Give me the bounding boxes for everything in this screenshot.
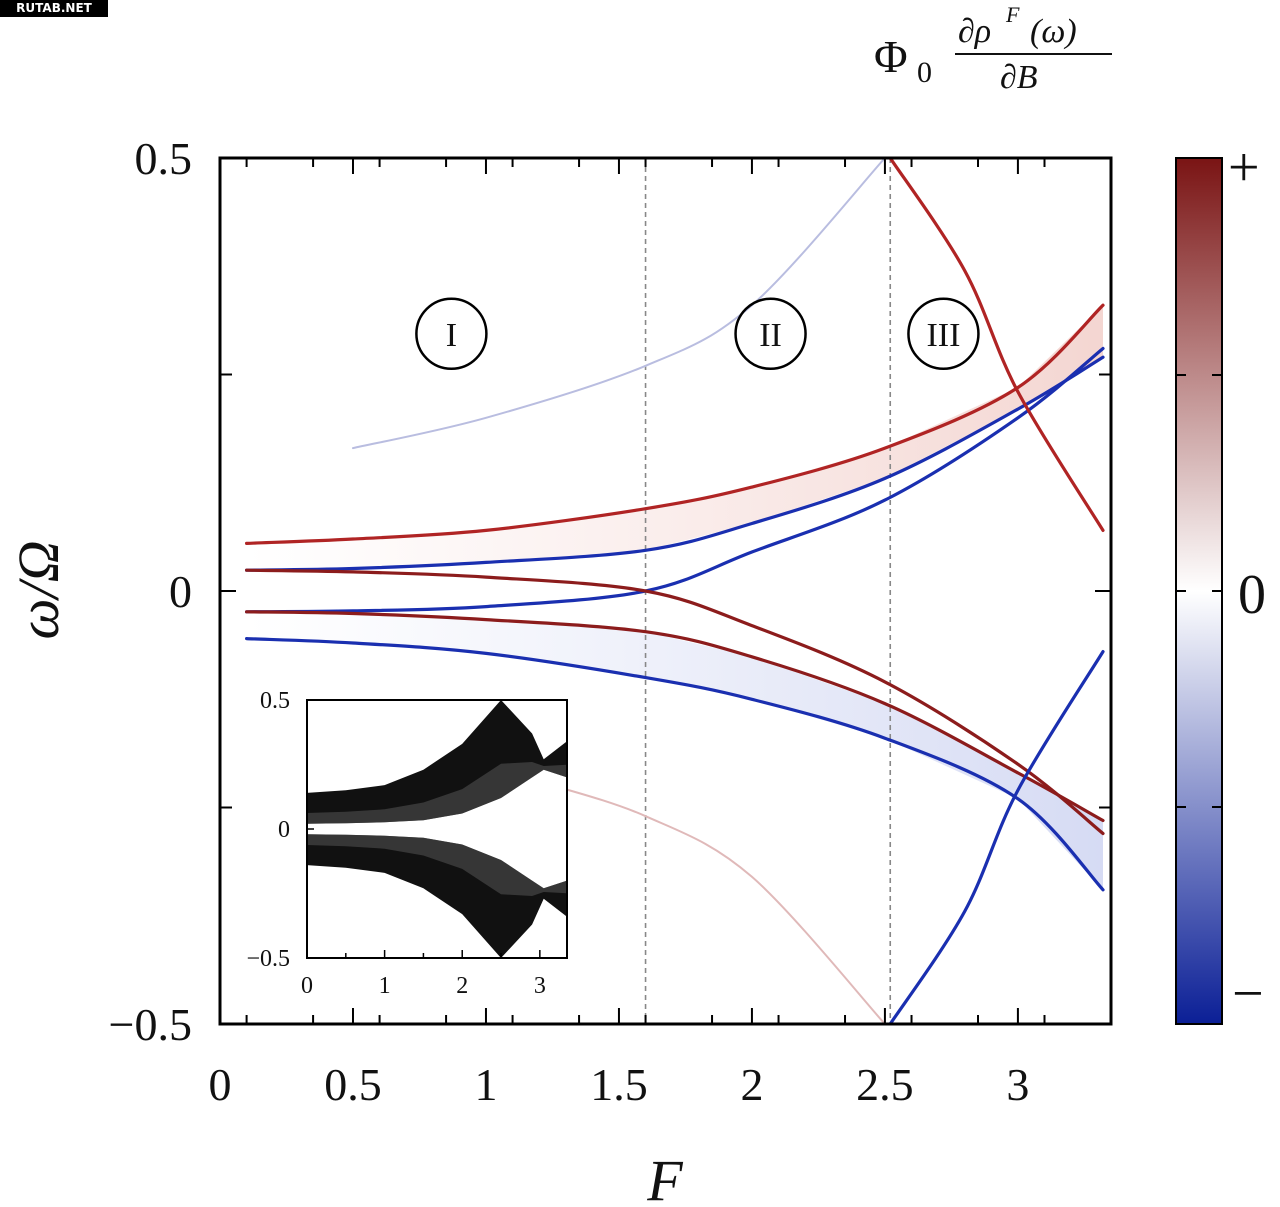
series-line-8 [888,158,1105,532]
inset-x-tick-label: 2 [456,973,468,999]
colorbar-title-num-tail: (ω) [1030,13,1077,50]
y-axis-ticks: 0.5 0 −0.5 [109,133,1111,1050]
x-tick-label: 2.5 [856,1059,914,1110]
colorbar-bottom-label: − [1232,963,1264,1025]
x-axis-title: F [646,1148,683,1207]
series-line-4 [245,303,1105,545]
series-line-3 [245,610,1105,823]
series-line-7 [538,780,886,1024]
x-axis-ticks: 0 0.5 1 1.5 2 2.5 3 [209,158,1046,1110]
region-label: III [926,317,960,354]
y-axis-title: ω/Ω [6,540,71,639]
inset-x-tick-label: 3 [534,973,546,999]
y-tick-label: −0.5 [109,999,192,1050]
region-circle [907,297,980,371]
region-II: II [734,297,807,371]
colorbar-title-sub: 0 [917,56,932,89]
inset-x-tick-label: 0 [301,973,313,999]
series-line-0 [245,355,1105,572]
colorbar: + 0 − Φ 0 ∂ρ F (ω) ∂B [874,2,1266,1025]
series-line-1 [245,346,1105,614]
main-plot: I II III 0 0.5 1 1.5 2 2.5 3 0.50−0.5 F ω/Ω [6,133,1113,1207]
region-label: I [446,317,457,354]
colorbar-title-phi: Φ [874,31,908,82]
inset-bands [307,700,567,958]
region-circle [415,297,488,371]
density-glow [246,305,1104,890]
y-tick-label: 0 [169,566,192,617]
inset-x-tick-label: 1 [379,973,391,999]
colorbar-top-label: + [1228,137,1260,199]
series-line-2 [245,568,1105,836]
inset-y-ticks: 0.5 0 −0.5 [246,688,314,972]
watermark: RUTAB.NET [0,0,108,17]
y-tick-label: 0.5 [135,133,193,184]
inset-lower-shade [307,834,567,896]
upper-glow-band [246,305,1104,571]
region-I: I [415,297,488,371]
x-tick-label: 0.5 [324,1059,382,1110]
colorbar-mid-label: 0 [1238,564,1266,626]
x-tick-label: 1.5 [590,1059,648,1110]
series-line-9 [888,650,1105,1024]
inset-y-tick-label: −0.5 [246,946,290,972]
colorbar-title-den: ∂B [1000,59,1038,96]
series-line-6 [352,158,886,450]
inset-y-tick-label: 0 [278,817,290,843]
x-tick-label: 2 [740,1059,763,1110]
inset-upper-shade [307,762,567,824]
colorbar-title-num: ∂ρ [958,13,991,50]
x-tick-label: 0 [209,1059,232,1110]
series-line-5 [245,637,1105,892]
region-III: III [907,297,980,371]
colorbar-title-sup: F [1005,2,1020,27]
inset-y-tick-label: 0.5 [260,688,290,714]
x-tick-label: 3 [1006,1059,1029,1110]
region-label: II [759,317,782,354]
region-labels: I II III [415,297,980,371]
series-layer [245,158,1105,1024]
lower-glow-band [246,611,1104,890]
colorbar-title: Φ 0 ∂ρ F (ω) ∂B [874,2,1112,96]
x-tick-label: 1 [474,1059,497,1110]
inset-x-ticks: 0 1 2 3 [301,950,546,999]
inset-plot: 0 1 2 3 0.5 0 −0.5 [246,688,568,999]
region-circle [734,297,807,371]
